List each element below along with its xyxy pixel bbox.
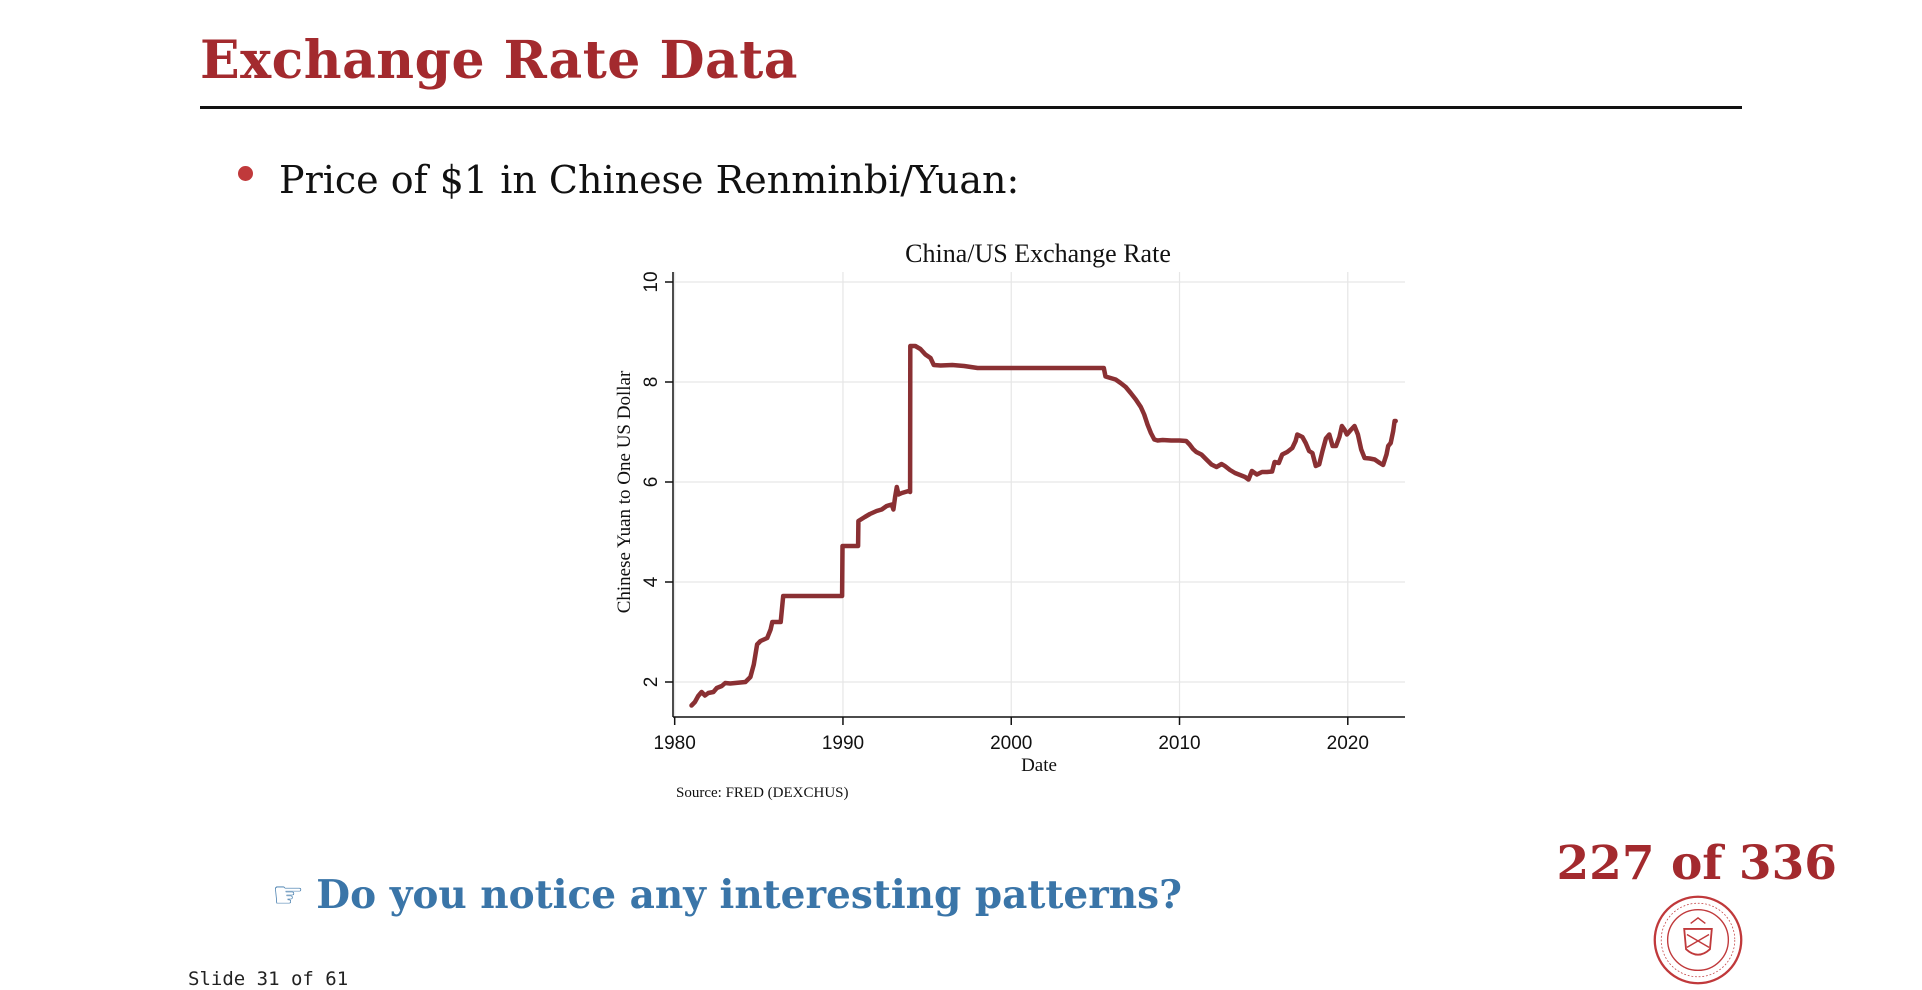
chart-title: China/US Exchange Rate: [905, 239, 1171, 268]
y-tick-label: 6: [641, 477, 662, 488]
bullet-text: Price of $1 in Chinese Renminbi/Yuan:: [279, 158, 1020, 202]
x-tick-label: 2000: [990, 733, 1032, 754]
bullet-dot-icon: [238, 165, 253, 181]
slide-counter: Slide 31 of 61: [188, 968, 349, 990]
y-axis-label: Chinese Yuan to One US Dollar: [614, 370, 635, 613]
chart-gridlines: [673, 272, 1405, 717]
title-divider: [200, 106, 1742, 109]
bullet-item: Price of $1 in Chinese Renminbi/Yuan:: [238, 158, 1019, 202]
page-counter: 227 of 336: [1556, 836, 1837, 891]
y-tick-label: 4: [641, 576, 662, 587]
university-seal-logo: [1653, 895, 1743, 985]
exchange-rate-series-line: [689, 343, 1398, 708]
x-tick-label: 1990: [822, 733, 864, 754]
x-tick-label: 2010: [1158, 733, 1200, 754]
x-tick-label: 1980: [654, 733, 696, 754]
x-axis-label: Date: [1021, 755, 1057, 776]
x-tick-label: 2020: [1327, 733, 1369, 754]
source-note: Source: FRED (DEXCHUS): [676, 785, 849, 801]
y-tick-label: 10: [641, 271, 662, 292]
y-tick-label: 2: [641, 677, 662, 688]
y-tick-label: 8: [641, 377, 662, 388]
chart-ticks: 1980 1990 2000 2010 2020 2 4 6 8 10: [641, 271, 1369, 754]
pointing-hand-icon: ☞: [272, 874, 305, 916]
question-text: Do you notice any interesting patterns?: [316, 872, 1182, 918]
discussion-prompt: ☞ Do you notice any interesting patterns…: [272, 872, 1182, 918]
slide-title: Exchange Rate Data: [200, 30, 798, 91]
chart-axes: [672, 272, 1405, 718]
